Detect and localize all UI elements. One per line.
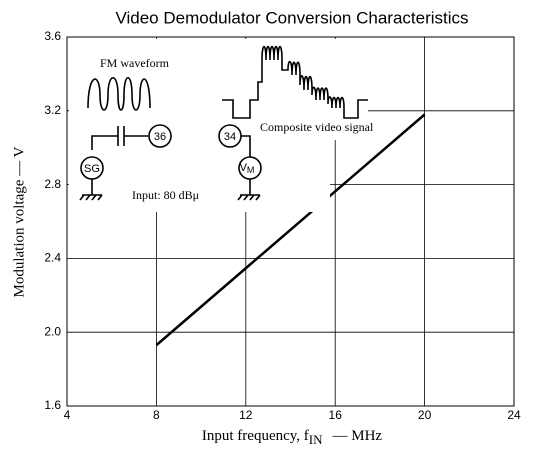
source-label: SG: [84, 163, 100, 175]
fm-wave: [87, 76, 151, 111]
y-tick-label: 2.4: [44, 251, 61, 265]
x-label-unit: — MHz: [332, 428, 383, 444]
pin-in: 36: [154, 131, 166, 143]
video-wave: [222, 45, 368, 119]
x-label-text: Input frequency, f: [202, 428, 309, 444]
meter-text: V: [240, 162, 248, 174]
plot-frame: [66, 36, 515, 407]
y-tick-label: 1.6: [44, 398, 61, 412]
y-tick-label: 3.6: [44, 29, 61, 43]
x-tick-label: 24: [507, 408, 521, 422]
x-tick-label: 8: [153, 408, 160, 422]
inset-diagram: FM waveform 36 SG 34 VM Composite video …: [69, 39, 374, 212]
chart-title: Video Demodulator Conversion Characteris…: [115, 8, 468, 27]
data-line: [155, 113, 426, 347]
x-tick-label: 20: [418, 408, 432, 422]
y-tick-label: 2.8: [44, 177, 61, 191]
x-axis-label: Input frequency, fIN — MHz: [202, 428, 383, 447]
ground: [79, 179, 103, 201]
video-label: Composite video signal: [260, 120, 374, 134]
pin-out: 34: [224, 131, 236, 143]
meter-label: VM: [240, 162, 255, 175]
pin-circle: [148, 124, 172, 148]
wire: [241, 135, 251, 157]
x-label-sub: IN: [309, 432, 323, 447]
meter-sub: M: [247, 165, 255, 175]
capacitor: [91, 126, 148, 150]
x-tick-label: 4: [64, 408, 71, 422]
inset-background: [69, 39, 368, 212]
fm-label: FM waveform: [100, 56, 170, 70]
y-tick-label: 2.0: [44, 324, 61, 338]
input-label: Input: 80 dBμ: [132, 188, 199, 202]
y-axis-label: Modulation voltage — V: [11, 146, 27, 297]
ground: [237, 179, 261, 201]
x-tick-label: 16: [329, 408, 343, 422]
x-tick-label: 12: [239, 408, 253, 422]
y-tick-label: 3.2: [44, 103, 61, 117]
